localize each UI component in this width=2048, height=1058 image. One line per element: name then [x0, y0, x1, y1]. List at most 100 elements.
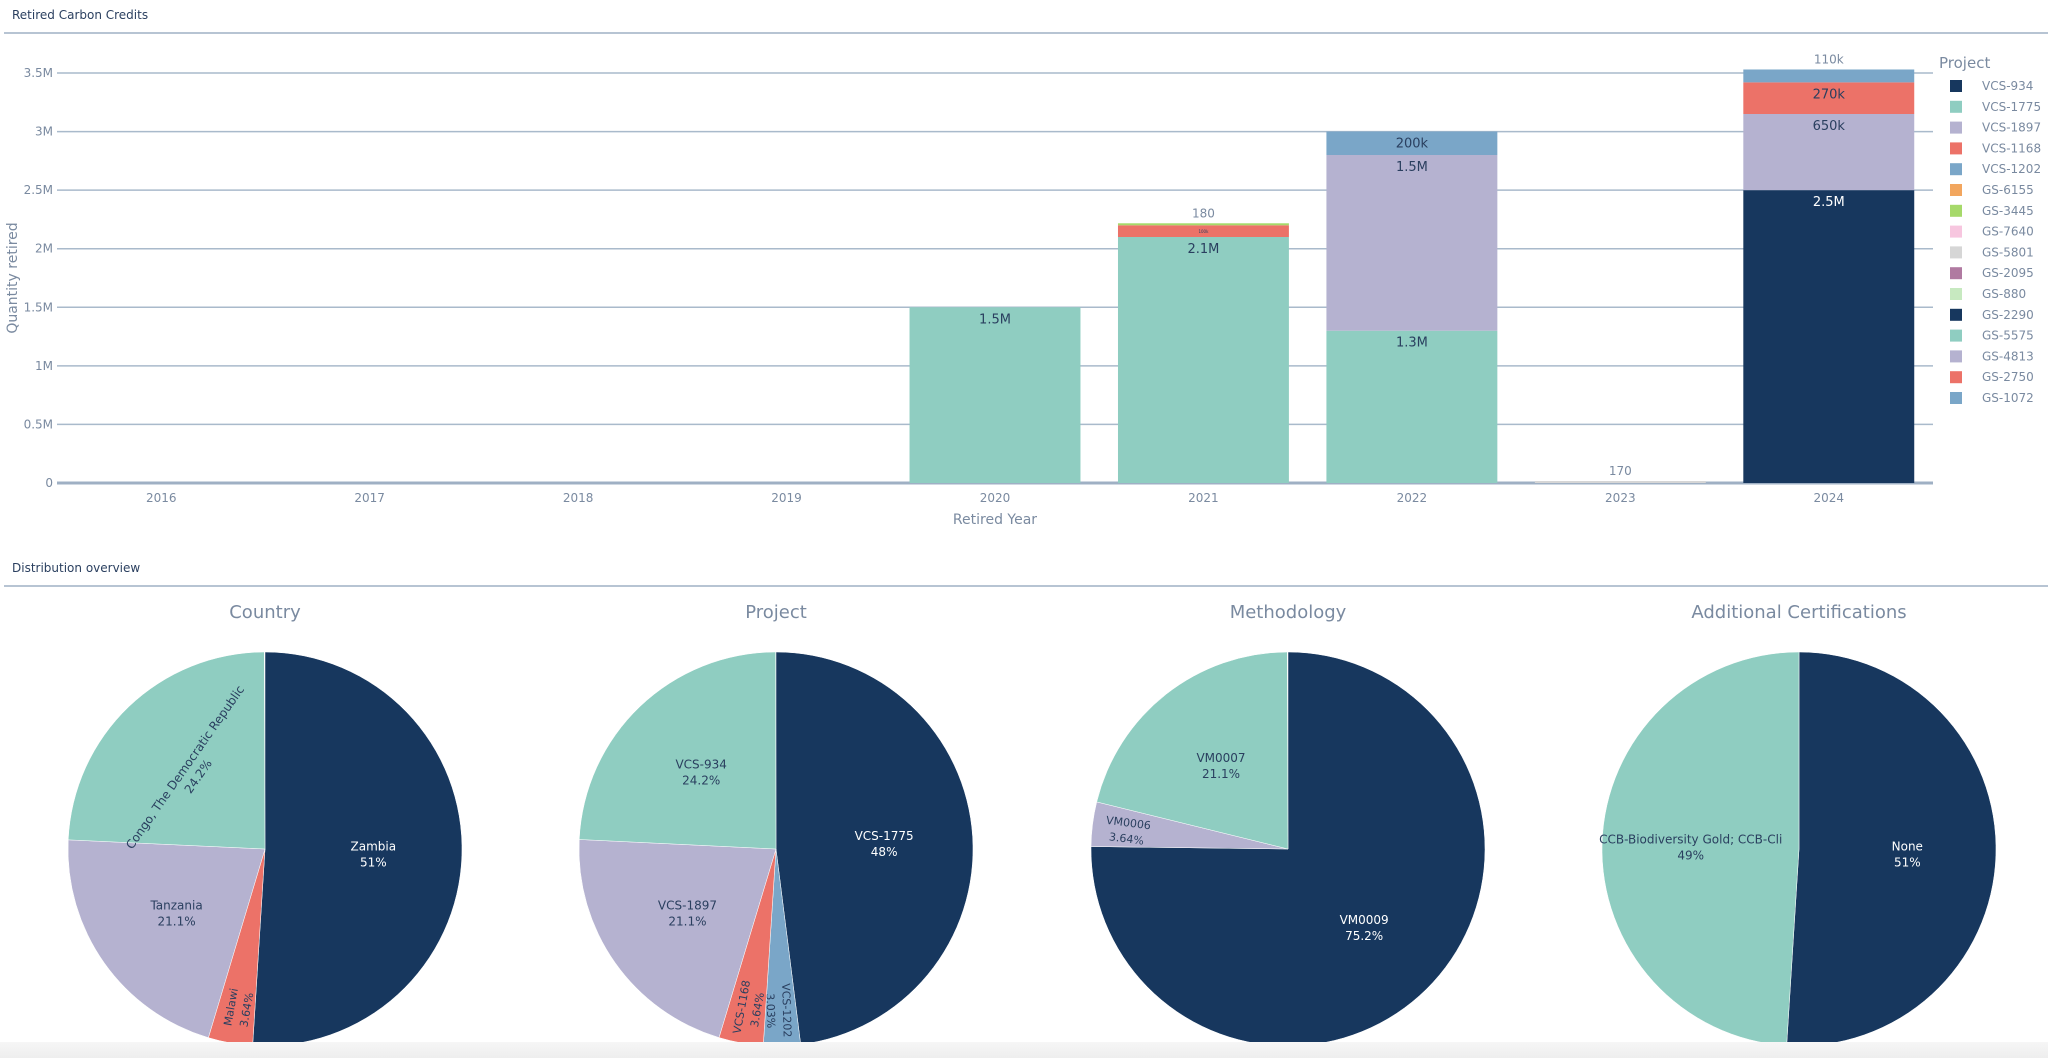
bar-segment-label: 1.5M [1396, 160, 1428, 175]
pie-slice[interactable] [1786, 651, 1997, 1047]
legend-item[interactable]: GS-6155 [1950, 183, 2034, 197]
legend-swatch [1950, 371, 1962, 384]
pie-slice[interactable] [252, 651, 463, 1047]
legend-label: GS-5801 [1982, 245, 2034, 259]
legend-item[interactable]: GS-1072 [1950, 391, 2034, 405]
pie-section-divider [4, 585, 2048, 587]
legend-item[interactable]: GS-3445 [1950, 204, 2034, 218]
bar-segment-label: 2.1M [1187, 242, 1219, 257]
x-tick-label: 2018 [563, 491, 594, 505]
legend-item[interactable]: GS-4813 [1950, 349, 2034, 363]
bar-segment[interactable] [1117, 225, 1289, 237]
legend-item[interactable]: GS-7640 [1950, 225, 2034, 239]
legend-item[interactable]: VCS-1168 [1950, 141, 2041, 155]
legend-swatch [1950, 100, 1962, 113]
bar-section-divider [4, 32, 2048, 34]
bar-segment[interactable] [1534, 481, 1706, 483]
bar-segment-label: 1.3M [1396, 336, 1428, 351]
pie-slice-label: Zambia 51% [351, 839, 397, 869]
legend-label: GS-1072 [1982, 391, 2034, 405]
legend-label: GS-2750 [1982, 370, 2034, 384]
slice-name: VM0007 [1196, 751, 1245, 765]
bar-segment[interactable] [909, 307, 1081, 483]
slice-percent: 3.03% [763, 993, 777, 1028]
slice-percent: 3.64% [237, 992, 256, 1029]
slice-percent: 21.1% [158, 915, 196, 929]
pie-slice-label: VM00063.64% [1105, 814, 1151, 848]
legend-item[interactable]: GS-5801 [1950, 245, 2034, 259]
legend-label: GS-880 [1982, 287, 2026, 301]
legend-item[interactable]: GS-2095 [1950, 266, 2034, 280]
pie-title: Country [229, 602, 301, 623]
legend-label: GS-6155 [1982, 183, 2034, 197]
legend-item[interactable]: GS-2290 [1950, 308, 2034, 322]
pie-slice[interactable] [578, 839, 777, 1038]
pie-title: Additional Certifications [1691, 602, 1906, 623]
slice-name: VM0009 [1340, 913, 1389, 927]
pie-slice[interactable] [67, 651, 266, 850]
pie-slice[interactable] [578, 651, 777, 850]
legend-swatch [1950, 329, 1962, 342]
y-tick-label: 0 [45, 476, 53, 490]
bar-segment[interactable] [1743, 82, 1915, 114]
bar-section-title: Retired Carbon Credits [12, 8, 149, 22]
slice-name: VCS-1775 [855, 829, 914, 843]
legend-swatch [1950, 288, 1962, 300]
legend-swatch [1950, 121, 1962, 134]
slice-name: VCS-1202 [779, 983, 794, 1038]
bar-segment[interactable] [1117, 223, 1289, 226]
bar-total-label: 110k [1814, 52, 1844, 66]
pie-slice[interactable] [1096, 651, 1289, 850]
legend-item[interactable]: GS-5575 [1950, 329, 2034, 343]
bar-segment[interactable] [1326, 330, 1498, 483]
pie-slice[interactable] [67, 839, 266, 1039]
pie-slice-label: None 51% [1892, 839, 1923, 869]
bar-segment[interactable] [1326, 155, 1498, 331]
legend-item[interactable]: VCS-1775 [1950, 100, 2041, 114]
x-tick-label: 2016 [146, 491, 177, 505]
legend-item[interactable]: VCS-934 [1950, 79, 2033, 93]
x-tick-label: 2024 [1814, 491, 1845, 505]
y-tick-label: 3.5M [24, 66, 53, 80]
slice-name: Tanzania [149, 899, 202, 913]
pie-slice[interactable] [1090, 651, 1486, 1047]
slice-name: CCB-Biodiversity Gold; CCB-Cli [1599, 833, 1782, 847]
bar-segment[interactable] [1117, 237, 1289, 483]
bar-segment[interactable] [1743, 69, 1915, 83]
slice-name: Zambia [351, 839, 397, 853]
bar-segment-label: 100k [1198, 229, 1209, 234]
legend-item[interactable]: GS-2750 [1950, 370, 2034, 384]
slice-percent: 51% [360, 855, 387, 869]
svg-text:Malawi3.64%: Malawi3.64% [221, 987, 256, 1030]
legend-label: VCS-934 [1982, 79, 2033, 93]
pie-slice-label: VCS-12023.03% [763, 983, 794, 1038]
pie-slice-label: VM0007 21.1% [1196, 751, 1245, 781]
x-tick-label: 2022 [1397, 491, 1428, 505]
legend-label: GS-7640 [1982, 225, 2034, 239]
pie-slice[interactable] [1601, 651, 1800, 1046]
bar-segment-label: 1.5M [979, 312, 1011, 327]
legend-swatch [1950, 80, 1962, 92]
legend-label: GS-4813 [1982, 349, 2034, 363]
bar-total-label: 180 [1192, 206, 1215, 220]
x-tick-label: 2021 [1188, 491, 1219, 505]
slice-percent: 75.2% [1345, 929, 1383, 943]
legend-item[interactable]: VCS-1897 [1950, 121, 2041, 135]
legend-label: VCS-1168 [1982, 141, 2041, 155]
bar-segment[interactable] [1326, 131, 1498, 155]
pie-slice[interactable] [775, 651, 974, 1045]
pie-section-title: Distribution overview [12, 561, 141, 575]
bar-segment[interactable] [1743, 114, 1915, 191]
legend-item[interactable]: VCS-1202 [1950, 162, 2041, 176]
x-tick-label: 2019 [771, 491, 802, 505]
slice-percent: 3.64% [748, 991, 767, 1028]
x-tick-label: 2020 [980, 491, 1011, 505]
bar-segment[interactable] [1743, 190, 1915, 483]
legend-item[interactable]: GS-880 [1950, 287, 2026, 301]
